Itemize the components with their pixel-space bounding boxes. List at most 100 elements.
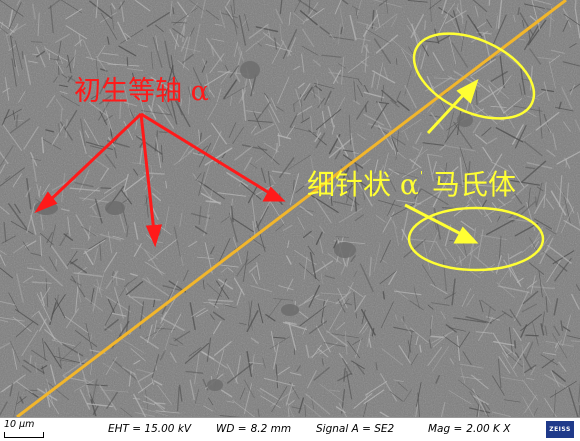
needle-line	[523, 3, 545, 9]
needle-line	[263, 377, 296, 387]
needle-line	[381, 84, 385, 102]
needle-line	[0, 151, 9, 165]
needle-line	[273, 336, 286, 339]
needle-line	[310, 115, 313, 134]
needle-line	[173, 226, 182, 257]
needle-line	[206, 337, 212, 363]
needle-line	[145, 195, 149, 218]
needle-line	[496, 282, 515, 298]
needle-line	[389, 391, 404, 402]
needle-line	[91, 379, 98, 405]
needle-line	[198, 205, 202, 225]
needle-line	[4, 76, 10, 101]
needle-line	[569, 43, 577, 48]
needle-line	[178, 245, 184, 267]
needle-line	[514, 340, 517, 349]
needle-line	[368, 338, 372, 348]
needle-line	[513, 14, 516, 23]
needle-line	[73, 272, 103, 278]
needle-line	[379, 258, 387, 264]
needle-line	[93, 248, 99, 264]
needle-line	[421, 44, 429, 57]
needle-line	[90, 288, 95, 304]
needle-line	[69, 260, 88, 274]
needle-line	[148, 257, 155, 262]
needle-line	[467, 161, 471, 180]
needle-line	[299, 205, 314, 216]
needle-line	[470, 58, 496, 77]
needle-line	[277, 134, 292, 140]
needle-line	[252, 220, 256, 236]
needle-line	[0, 253, 6, 267]
needle-line	[497, 285, 530, 294]
needle-line	[570, 340, 580, 343]
needle-line	[320, 292, 347, 296]
needle-line	[344, 302, 352, 306]
zeiss-logo: ZEISS	[546, 421, 574, 438]
needle-line	[45, 129, 55, 133]
needle-line	[530, 275, 536, 294]
needle-line	[374, 13, 398, 31]
needle-line	[99, 110, 108, 126]
needle-line	[324, 275, 335, 279]
needle-line	[519, 83, 523, 96]
fine-needle-martensite-label: 细针状 α' 马氏体	[307, 170, 516, 199]
needle-line	[220, 70, 231, 85]
needle-line	[174, 33, 179, 50]
needle-line	[25, 187, 31, 198]
needle-line	[169, 343, 179, 347]
needle-line	[403, 131, 409, 141]
needle-line	[155, 327, 176, 330]
needle-line	[401, 118, 422, 133]
needle-line	[197, 145, 209, 155]
needle-line	[477, 316, 493, 342]
needle-line	[528, 262, 545, 275]
needle-line	[362, 14, 379, 37]
martensite-main-text: 细针状 α	[307, 168, 419, 201]
needle-line	[301, 53, 305, 73]
needle-line	[21, 329, 39, 356]
needle-line	[341, 357, 353, 375]
yellow-ellipse-markers	[407, 32, 545, 272]
needle-line	[474, 133, 488, 145]
needle-line	[180, 18, 187, 38]
needle-line	[200, 82, 211, 101]
needle-line	[83, 118, 100, 147]
needle-line	[139, 335, 159, 350]
needle-line	[250, 74, 257, 97]
needle-line	[381, 152, 389, 179]
needle-line	[216, 348, 225, 376]
needle-line	[447, 75, 456, 81]
needle-line	[12, 348, 18, 370]
needle-line	[57, 53, 64, 64]
needle-line	[76, 282, 82, 303]
needle-line	[48, 256, 58, 272]
needle-line	[514, 222, 539, 237]
needle-line	[254, 156, 264, 163]
needle-line	[526, 377, 535, 381]
needle-line	[308, 0, 311, 14]
needle-line	[495, 127, 524, 143]
needle-line	[310, 194, 339, 214]
needle-line	[550, 370, 560, 388]
needle-line	[182, 25, 186, 43]
needle-line	[328, 72, 340, 74]
needle-line	[472, 395, 489, 406]
needle-line	[134, 242, 158, 260]
needle-line	[492, 411, 511, 417]
needle-line	[273, 342, 280, 370]
needle-line	[480, 234, 508, 241]
needle-line	[140, 407, 169, 417]
needle-line	[300, 93, 304, 122]
needle-line	[303, 294, 315, 303]
needle-line	[60, 0, 82, 13]
needle-line	[74, 182, 94, 188]
needle-line	[9, 118, 31, 134]
needle-line	[350, 196, 356, 212]
needle-line	[335, 406, 346, 414]
needle-line	[79, 130, 87, 155]
needle-line	[443, 2, 456, 19]
needle-line	[338, 188, 360, 206]
needle-line	[30, 157, 41, 161]
needle-line	[565, 158, 567, 168]
